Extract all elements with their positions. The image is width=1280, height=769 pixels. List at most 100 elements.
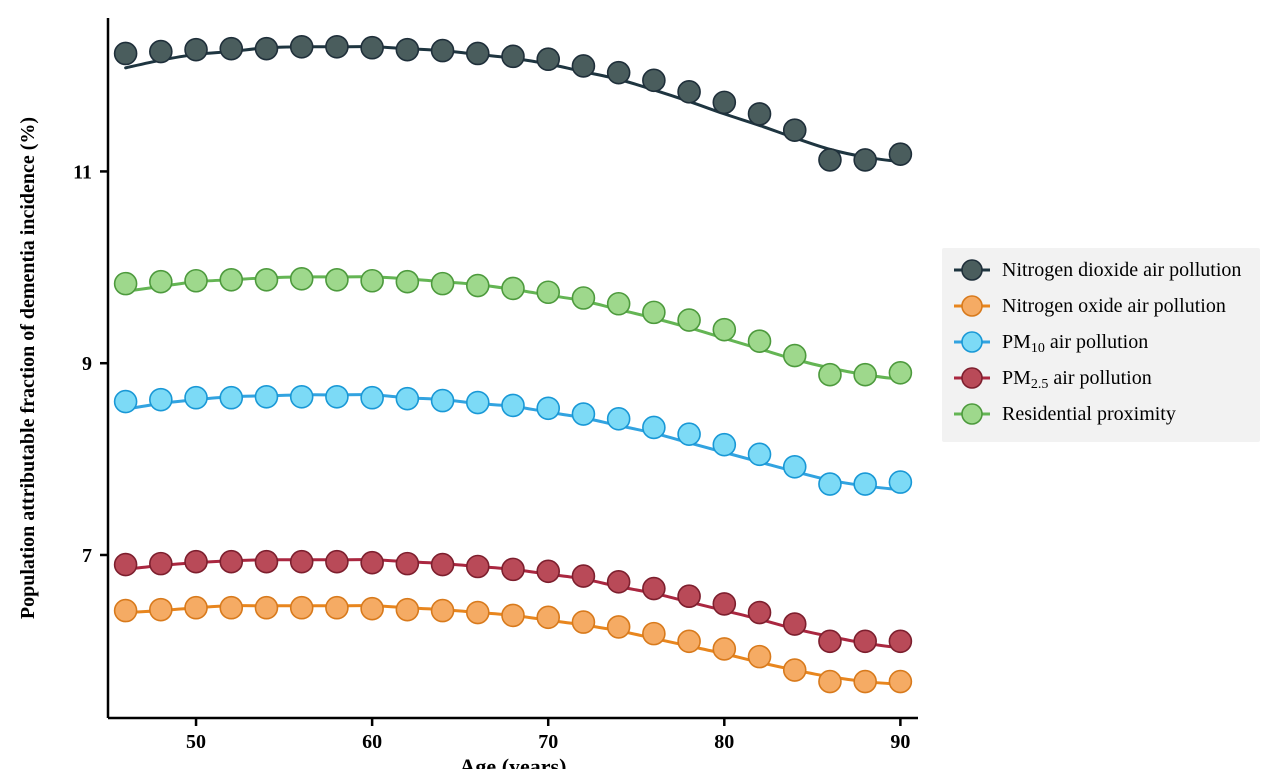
point-pm25: [115, 554, 137, 576]
point-nox: [150, 599, 172, 621]
point-pm25: [678, 585, 700, 607]
point-resprox: [326, 269, 348, 291]
point-pm10: [115, 391, 137, 413]
y-tick-label: 11: [73, 161, 92, 183]
point-pm25: [502, 558, 524, 580]
point-pm10: [326, 386, 348, 408]
point-no2: [467, 42, 489, 64]
point-pm25: [819, 630, 841, 652]
point-resprox: [502, 277, 524, 299]
point-no2: [643, 69, 665, 91]
point-pm25: [326, 551, 348, 573]
point-nox: [220, 597, 242, 619]
point-nox: [572, 611, 594, 633]
point-no2: [115, 42, 137, 64]
point-resprox: [255, 269, 277, 291]
point-nox: [432, 600, 454, 622]
point-nox: [608, 616, 630, 638]
point-no2: [678, 81, 700, 103]
point-pm10: [784, 456, 806, 478]
point-no2: [889, 143, 911, 165]
point-pm10: [643, 416, 665, 438]
point-nox: [713, 638, 735, 660]
point-resprox: [115, 273, 137, 295]
point-nox: [326, 597, 348, 619]
point-no2: [291, 36, 313, 58]
point-pm10: [220, 387, 242, 409]
point-pm10: [889, 471, 911, 493]
point-no2: [432, 40, 454, 62]
point-resprox: [749, 330, 771, 352]
point-pm25: [432, 554, 454, 576]
point-nox: [889, 671, 911, 693]
point-resprox: [643, 301, 665, 323]
point-nox: [819, 671, 841, 693]
point-nox: [537, 606, 559, 628]
point-no2: [608, 62, 630, 84]
point-nox: [396, 599, 418, 621]
point-no2: [819, 149, 841, 171]
point-resprox: [291, 268, 313, 290]
point-nox: [643, 623, 665, 645]
point-nox: [749, 646, 771, 668]
point-pm10: [432, 390, 454, 412]
legend-marker-pm25: [962, 368, 982, 388]
y-tick-label: 9: [82, 353, 92, 375]
x-tick-label: 90: [890, 731, 910, 753]
point-pm10: [396, 388, 418, 410]
point-pm10: [255, 386, 277, 408]
point-nox: [854, 671, 876, 693]
point-resprox: [537, 281, 559, 303]
legend-label-nox: Nitrogen oxide air pollution: [1002, 295, 1226, 317]
chart-container: 5060708090Age (years)7911Population attr…: [0, 0, 1280, 769]
point-pm25: [713, 593, 735, 615]
point-pm25: [467, 555, 489, 577]
legend-marker-no2: [962, 260, 982, 280]
x-axis-label: Age (years): [460, 754, 567, 769]
legend-label-pm25: PM2.5 air pollution: [1002, 367, 1152, 392]
paf-chart: 5060708090Age (years)7911Population attr…: [0, 0, 1280, 769]
point-resprox: [889, 362, 911, 384]
point-no2: [749, 103, 771, 125]
point-no2: [537, 48, 559, 70]
point-no2: [502, 45, 524, 67]
point-resprox: [608, 293, 630, 315]
point-pm10: [467, 392, 489, 414]
point-nox: [467, 602, 489, 624]
point-nox: [291, 597, 313, 619]
point-pm25: [643, 578, 665, 600]
point-pm10: [749, 443, 771, 465]
legend-marker-pm10: [962, 332, 982, 352]
point-resprox: [572, 287, 594, 309]
point-pm25: [255, 551, 277, 573]
legend-label-pm10: PM10 air pollution: [1002, 331, 1148, 356]
point-pm25: [361, 552, 383, 574]
point-resprox: [678, 309, 700, 331]
point-pm25: [889, 630, 911, 652]
point-nox: [115, 600, 137, 622]
y-tick-label: 7: [82, 545, 92, 567]
point-resprox: [819, 364, 841, 386]
point-pm25: [749, 602, 771, 624]
point-pm10: [361, 387, 383, 409]
point-no2: [255, 38, 277, 60]
point-pm10: [819, 473, 841, 495]
legend-marker-nox: [962, 296, 982, 316]
point-pm25: [784, 613, 806, 635]
point-pm25: [291, 551, 313, 573]
point-no2: [185, 39, 207, 61]
point-pm25: [572, 565, 594, 587]
point-pm10: [608, 408, 630, 430]
point-nox: [502, 604, 524, 626]
point-no2: [361, 37, 383, 59]
point-nox: [255, 597, 277, 619]
point-resprox: [396, 271, 418, 293]
point-resprox: [467, 275, 489, 297]
legend-marker-resprox: [962, 404, 982, 424]
point-pm10: [537, 397, 559, 419]
point-resprox: [713, 319, 735, 341]
legend: Nitrogen dioxide air pollutionNitrogen o…: [942, 248, 1260, 442]
y-axis-label: Population attributable fraction of deme…: [17, 117, 39, 619]
point-resprox: [150, 271, 172, 293]
point-nox: [185, 597, 207, 619]
